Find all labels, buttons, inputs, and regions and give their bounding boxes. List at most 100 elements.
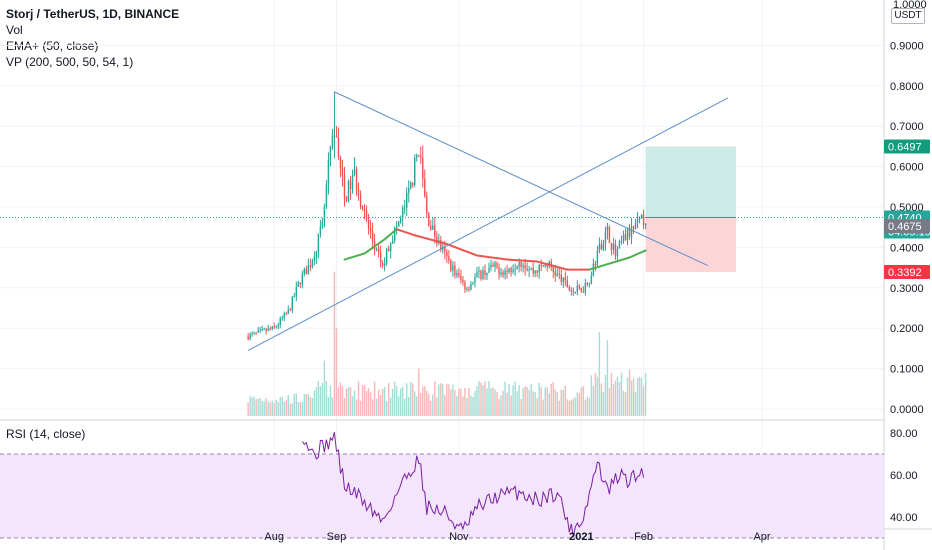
volume-bar <box>486 388 488 416</box>
volume-bar <box>321 383 324 416</box>
volume-bar <box>381 389 384 416</box>
volume-bar <box>554 389 556 416</box>
symbol-title[interactable]: Storj / TetherUS, 1D, BINANCE <box>6 7 180 21</box>
volume-bar <box>309 396 312 416</box>
candle-body <box>311 260 314 268</box>
trendlines[interactable] <box>247 91 729 351</box>
volume-bar <box>327 396 330 416</box>
volume-bar <box>301 402 304 416</box>
candle-body <box>502 272 504 276</box>
volume-bar <box>383 387 386 416</box>
volume-bar <box>377 390 380 416</box>
candle-body <box>410 182 412 189</box>
candle-body <box>349 181 352 189</box>
volume-bar <box>536 398 538 416</box>
candle-body <box>369 228 372 232</box>
volume-bar <box>488 381 490 416</box>
candle-body <box>484 270 486 276</box>
volume-bar <box>438 384 440 416</box>
volume-bar <box>482 385 484 416</box>
rsi-line <box>301 431 645 538</box>
volume-bar <box>468 388 470 416</box>
candle-body <box>317 233 320 252</box>
candle-body <box>403 207 406 209</box>
candle-body <box>351 174 354 189</box>
price-tick-label: 0.3000 <box>890 283 924 295</box>
rsi-indicator-label[interactable]: RSI (14, close) <box>6 427 86 441</box>
candle-body <box>295 286 298 297</box>
volume-profile-label[interactable]: VP (200, 500, 50, 54, 1) <box>6 55 134 69</box>
volume-bar <box>546 387 548 416</box>
volume-bar <box>319 386 322 416</box>
volume-bar <box>434 380 436 416</box>
ema-segment <box>383 228 398 241</box>
candle-body <box>622 234 625 242</box>
candle-body <box>412 182 414 185</box>
candle-body <box>281 317 283 319</box>
volume-bar <box>416 396 418 416</box>
volume-bar <box>526 386 528 416</box>
volume-bar <box>618 382 621 416</box>
volume-bar <box>395 386 398 416</box>
candle-body <box>546 264 548 267</box>
volume-bar <box>337 387 340 416</box>
volume-bar <box>476 386 478 416</box>
candle-body <box>480 270 482 279</box>
rsi-pane <box>0 431 884 539</box>
candle-body <box>251 333 253 335</box>
candle-body <box>608 226 611 244</box>
candle-body <box>247 336 249 340</box>
volume-bar <box>464 387 466 416</box>
candle-body <box>528 269 530 271</box>
candle-body <box>367 219 370 229</box>
candle-body <box>582 291 585 293</box>
volume-bar <box>430 400 432 416</box>
volume-bar <box>558 400 560 416</box>
candle-body <box>321 221 324 227</box>
volume-bar <box>632 378 635 416</box>
candle-body <box>522 265 524 268</box>
candle-body <box>592 263 595 276</box>
candle-body <box>578 285 581 288</box>
volume-bar <box>331 397 334 416</box>
time-tick-label: Sep <box>327 531 347 543</box>
volume-bar <box>594 373 597 416</box>
rsi-band <box>0 454 884 538</box>
time-tick-label: Apr <box>753 531 770 543</box>
volume-bar <box>452 384 454 416</box>
volume-bar <box>492 387 494 416</box>
candle-body <box>267 328 269 331</box>
ema-segment <box>475 254 509 261</box>
candle-body <box>494 262 496 267</box>
volume-bar <box>379 395 382 416</box>
volume-bar <box>406 383 408 416</box>
currency-unit-button[interactable]: USDT <box>891 8 925 24</box>
candle-body <box>626 229 629 241</box>
volume-bar <box>556 391 558 416</box>
volume-bar <box>269 402 271 416</box>
volume-bar <box>494 389 496 416</box>
candle-body <box>642 214 645 226</box>
volume-bar <box>506 392 508 416</box>
price-tick-label: 0.2000 <box>890 323 924 335</box>
candle-body <box>472 282 474 284</box>
volume-indicator-label[interactable]: Vol <box>6 23 23 37</box>
candle-body <box>530 268 532 270</box>
volume-bar <box>472 396 474 416</box>
candle-body <box>337 137 340 157</box>
ema-indicator-label[interactable]: EMA+ (50, close) <box>6 39 99 53</box>
ema-segment <box>443 242 478 257</box>
volume-bar <box>357 380 360 416</box>
candle-body <box>315 251 318 258</box>
candle-body <box>430 225 432 230</box>
volume-bar <box>544 387 546 416</box>
target-price-tag: 0.6497 <box>884 139 930 154</box>
volume-bar <box>612 384 615 416</box>
candle-body <box>418 155 420 157</box>
volume-bar <box>622 390 625 416</box>
candle-body <box>490 264 492 268</box>
candle-body <box>448 256 450 261</box>
candle-body <box>444 246 446 252</box>
candle-body <box>602 244 605 250</box>
